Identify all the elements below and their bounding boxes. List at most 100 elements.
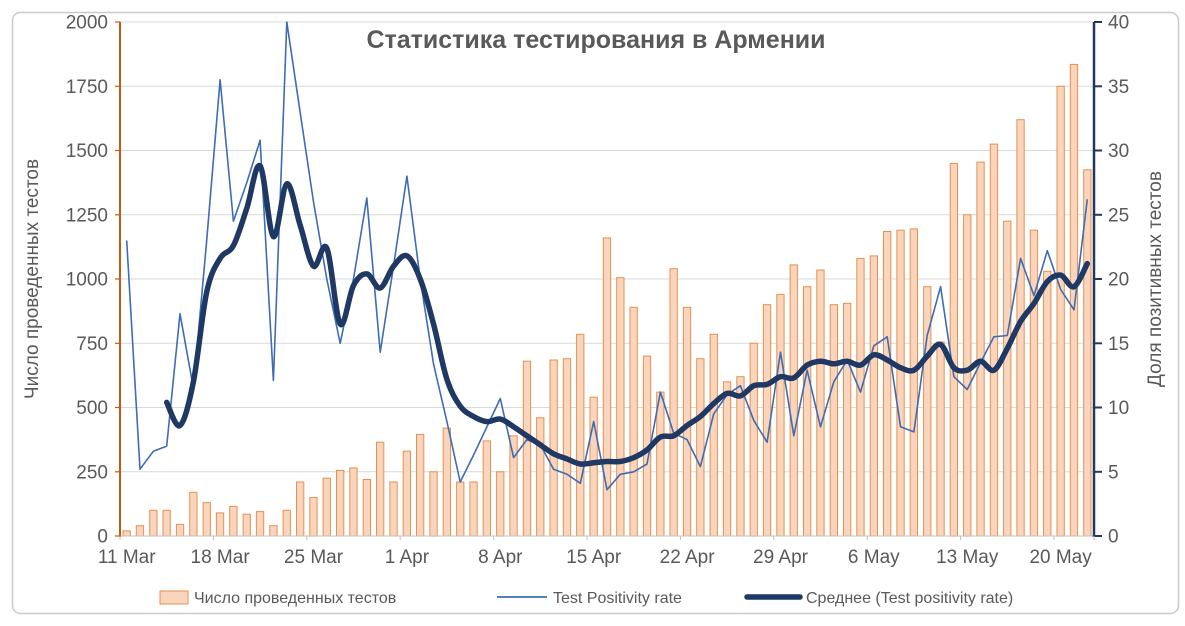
left-axis-label: 1750 [66,77,108,98]
bar [949,162,959,537]
bar [1029,229,1039,537]
bar [482,440,492,537]
bar [602,237,612,537]
left-axis-label: 1000 [66,270,108,291]
left-axis-title: Число проведенных тестов [22,159,43,399]
legend-label-positivity: Test Positivity rate [553,590,682,607]
x-axis-label: 11 Mar [98,547,156,568]
x-axis-label: 1 Apr [385,547,430,568]
bar [883,231,892,537]
bar [549,359,558,537]
bar [309,497,318,537]
right-axis-label: 15 [1108,334,1129,355]
bar [696,358,705,537]
bar [709,333,718,537]
bar [536,417,545,537]
bar [282,509,291,537]
bar [242,513,251,537]
bar [162,509,171,537]
bar [776,293,785,537]
bar [789,264,798,537]
x-axis-label: 25 Mar [284,547,344,568]
bar [509,435,518,537]
x-axis-label: 22 Apr [660,547,716,568]
bar [496,471,505,537]
bar [322,477,331,537]
bar [469,481,478,537]
right-axis-label: 35 [1108,77,1129,98]
bar [1069,63,1079,537]
x-axis-label: 20 May [1029,547,1092,568]
bar [656,391,665,537]
bar [869,255,879,537]
bar [856,257,865,537]
right-axis-label: 20 [1108,270,1129,291]
left-axis-label: 500 [76,398,108,419]
right-axis-label: 0 [1108,527,1119,548]
bar [749,342,758,537]
left-axis-label: 2000 [66,13,108,34]
x-axis-label: 18 Mar [191,547,251,568]
average-line [163,163,1091,467]
bar [722,381,732,537]
legend-swatch-tests [159,590,189,605]
bar [562,358,572,537]
right-axis-label: 10 [1108,398,1129,419]
plot-area: 0 250 500 750 1000 1250 1500 1750 2000 0 5 10 15 20 25… [66,13,1129,569]
bar [429,471,438,537]
x-axis-label: 29 Apr [753,547,809,568]
bar [336,470,345,537]
bar [816,269,825,537]
bar [229,505,238,537]
legend: Число проведенных тестов Test Positivity… [159,590,1013,607]
legend-label-average: Среднее (Test positivity rate) [806,590,1013,607]
x-axis-label: 13 May [936,547,999,568]
right-axis-label: 5 [1108,462,1119,483]
bar [629,306,638,537]
x-axis-label: 6 May [848,547,900,568]
bar [736,376,745,537]
bar [296,481,305,537]
bar [349,467,358,537]
bar [416,434,425,537]
bar [589,396,598,537]
bar [215,512,225,537]
bar [896,229,905,537]
bar [122,530,131,537]
bar [376,441,385,537]
bar [402,450,412,537]
bar [1003,220,1012,537]
left-axis-label: 250 [76,462,108,483]
left-axis-label: 0 [97,527,108,548]
bar [202,502,211,537]
bar [936,341,945,537]
bar [255,511,265,537]
left-axis-label: 1250 [66,205,108,226]
bar [909,228,919,537]
bar [843,302,852,537]
bar [616,277,625,537]
bar [1056,85,1065,537]
x-axis-label: 8 Apr [478,547,523,568]
bar [522,360,532,537]
left-axis-label: 750 [76,334,108,355]
right-axis-label: 40 [1108,13,1129,34]
bar [456,481,465,537]
bar [576,333,585,537]
positivity-line [125,21,1089,491]
bar [149,509,158,537]
bar [389,481,398,537]
bar [803,286,812,537]
bar [1043,270,1052,537]
bar [829,304,839,537]
left-axis-label: 1500 [66,141,108,162]
bar [963,214,972,537]
bar [135,525,145,537]
right-axis-label: 30 [1108,141,1129,162]
bar [175,523,185,537]
bar [189,491,198,537]
bar [976,161,985,537]
legend-label-tests: Число проведенных тестов [194,590,396,607]
right-axis-label: 25 [1108,205,1129,226]
